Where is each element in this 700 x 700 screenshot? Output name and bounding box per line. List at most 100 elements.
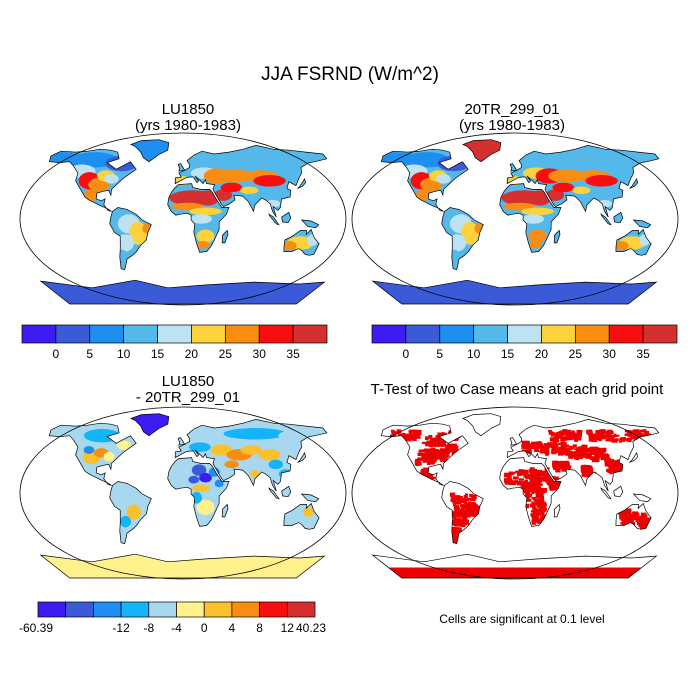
significant-cell: [426, 458, 432, 462]
significant-cell: [583, 473, 588, 476]
panel-lu1850-name: LU1850: [161, 101, 215, 118]
significant-cell: [394, 436, 399, 441]
significant-cell: [449, 433, 456, 437]
coastline-madagascar: [221, 229, 229, 244]
colorbar-lu1850-swatch: [55, 324, 91, 344]
significant-cell: [646, 517, 653, 522]
significant-cell: [537, 489, 541, 493]
significant-cell: [618, 467, 623, 472]
significant-cell: [536, 495, 541, 498]
significant-cell: [417, 452, 422, 457]
significant-cell: [575, 453, 580, 458]
map-field-region: [436, 174, 451, 184]
colorbar-lu1850-swatch: [21, 324, 57, 344]
significant-cell: [609, 469, 613, 475]
significant-cell: [543, 520, 549, 523]
significant-cell: [427, 440, 433, 445]
coastline-namerica: [380, 422, 469, 486]
significant-cell: [562, 429, 568, 432]
significant-cell: [549, 437, 556, 442]
significant-cell: [454, 433, 458, 438]
significant-cell: [445, 448, 450, 452]
significant-cell: [454, 501, 459, 505]
significant-cell: [553, 465, 558, 470]
coastline-uk: [177, 437, 186, 446]
significant-cell: [513, 476, 519, 480]
significant-cell: [415, 430, 422, 436]
significant-antarctica: [384, 567, 646, 578]
significant-cell: [421, 441, 427, 444]
antarctica-field: [372, 280, 657, 304]
significant-cell: [632, 430, 636, 435]
significant-cell: [509, 480, 514, 483]
significant-cell: [437, 451, 442, 454]
coastline-australia: [615, 228, 652, 256]
significant-cell: [560, 444, 567, 449]
significant-cell: [451, 430, 457, 436]
significant-cell: [527, 449, 532, 454]
colorbar-20tr-label: 15: [501, 347, 515, 361]
colorbar-diff-label: -8: [143, 621, 154, 635]
colorbar-20tr-swatch: [507, 324, 542, 344]
significant-cell: [596, 447, 602, 451]
significant-cell: [434, 443, 440, 447]
map-field-region: [116, 440, 132, 450]
significant-cell: [561, 437, 566, 442]
significant-cell: [544, 449, 549, 453]
significant-cell: [425, 442, 429, 447]
colorbar-diff-label: 40.23: [296, 621, 326, 635]
map-diff-field: [40, 413, 327, 578]
significant-cell: [593, 433, 598, 438]
significant-cell: [540, 510, 545, 516]
significant-cell: [449, 435, 454, 439]
significant-cell: [529, 480, 534, 483]
significant-cell: [588, 436, 594, 442]
significant-cell: [602, 457, 609, 460]
significant-cell: [504, 472, 511, 476]
map-diff-border: [19, 406, 347, 580]
significant-cell: [572, 444, 577, 448]
significant-cell: [565, 451, 571, 456]
coastline-japan: [629, 452, 639, 463]
significant-cell: [509, 472, 516, 475]
coastline-japan: [297, 452, 307, 463]
significant-cell: [560, 464, 565, 469]
map-field-region: [210, 444, 233, 456]
map-field-region: [83, 446, 95, 454]
map-lu1850-field: [40, 139, 327, 304]
colorbar-diff-label: 0: [201, 621, 208, 635]
significant-cell: [532, 444, 537, 449]
significant-cell: [562, 442, 567, 445]
significant-cell: [461, 515, 465, 518]
colorbar-20tr-label: 5: [436, 347, 443, 361]
significant-cell: [460, 504, 465, 507]
colorbar-diff-label: 12: [281, 621, 295, 635]
significant-cell: [556, 449, 561, 452]
significant-cell: [641, 526, 646, 529]
map-field-region: [196, 229, 215, 243]
significant-cell: [625, 521, 631, 524]
significant-cell: [451, 432, 458, 435]
map-field-region: [303, 507, 314, 517]
significant-cell: [467, 508, 474, 512]
significant-cell: [521, 440, 526, 446]
significant-cell: [634, 511, 639, 517]
significant-cell: [452, 449, 457, 454]
significant-cell: [611, 438, 618, 443]
colorbar-20tr-swatch: [574, 324, 610, 344]
significant-cell: [453, 511, 459, 515]
map-field-region: [169, 468, 197, 480]
significant-cell: [578, 450, 584, 456]
significant-cell: [436, 438, 443, 443]
significant-cell: [576, 449, 581, 454]
colorbar-lu1850-label: 25: [219, 347, 233, 361]
significant-cell: [641, 521, 646, 525]
map-field-region: [240, 445, 263, 455]
significant-cell: [544, 443, 550, 448]
significant-cell: [528, 487, 533, 493]
significant-cell: [633, 515, 640, 519]
significant-cell: [453, 430, 459, 436]
significant-cell: [451, 431, 455, 437]
significant-cell: [644, 430, 650, 436]
colorbar-lu1850-label: 5: [86, 347, 93, 361]
